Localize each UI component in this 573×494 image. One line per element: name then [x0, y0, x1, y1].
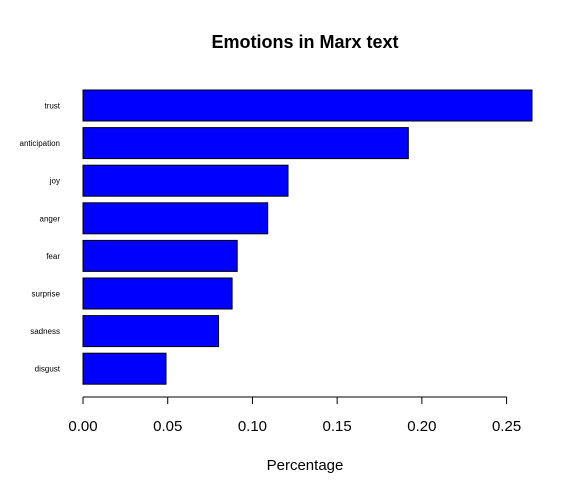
bar-joy: [82, 164, 289, 197]
category-label-joy: joy: [49, 177, 60, 186]
bar-disgust: [82, 352, 167, 385]
category-label-surprise: surprise: [32, 290, 61, 299]
category-labels: trust anticipation joy anger fear surprise sad…: [20, 102, 61, 374]
x-tick-label: 0.05: [153, 418, 182, 435]
x-axis-title: Percentage: [267, 457, 344, 474]
x-tick-label: 0.15: [323, 418, 352, 435]
bar-anticipation: [82, 127, 409, 160]
x-tick-label: 0.25: [492, 418, 521, 435]
category-label-anticipation: anticipation: [20, 139, 60, 148]
bars-group: [82, 89, 533, 385]
category-label-sadness: sadness: [30, 327, 60, 336]
bar-surprise: [82, 277, 233, 310]
bar-trust: [82, 89, 533, 122]
bar-anger: [82, 202, 269, 235]
x-tick-label: 0.10: [238, 418, 267, 435]
bar-sadness: [82, 315, 220, 348]
category-label-trust: trust: [44, 102, 60, 111]
category-label-fear: fear: [46, 252, 60, 261]
chart-title: Emotions in Marx text: [211, 32, 398, 52]
category-label-disgust: disgust: [35, 365, 61, 374]
x-tick-label: 0.00: [68, 418, 97, 435]
x-tick-label: 0.20: [407, 418, 436, 435]
bar-fear: [82, 239, 238, 272]
x-axis: 0.00 0.05 0.10 0.15 0.20 0.25: [68, 396, 521, 435]
category-label-anger: anger: [40, 214, 61, 223]
